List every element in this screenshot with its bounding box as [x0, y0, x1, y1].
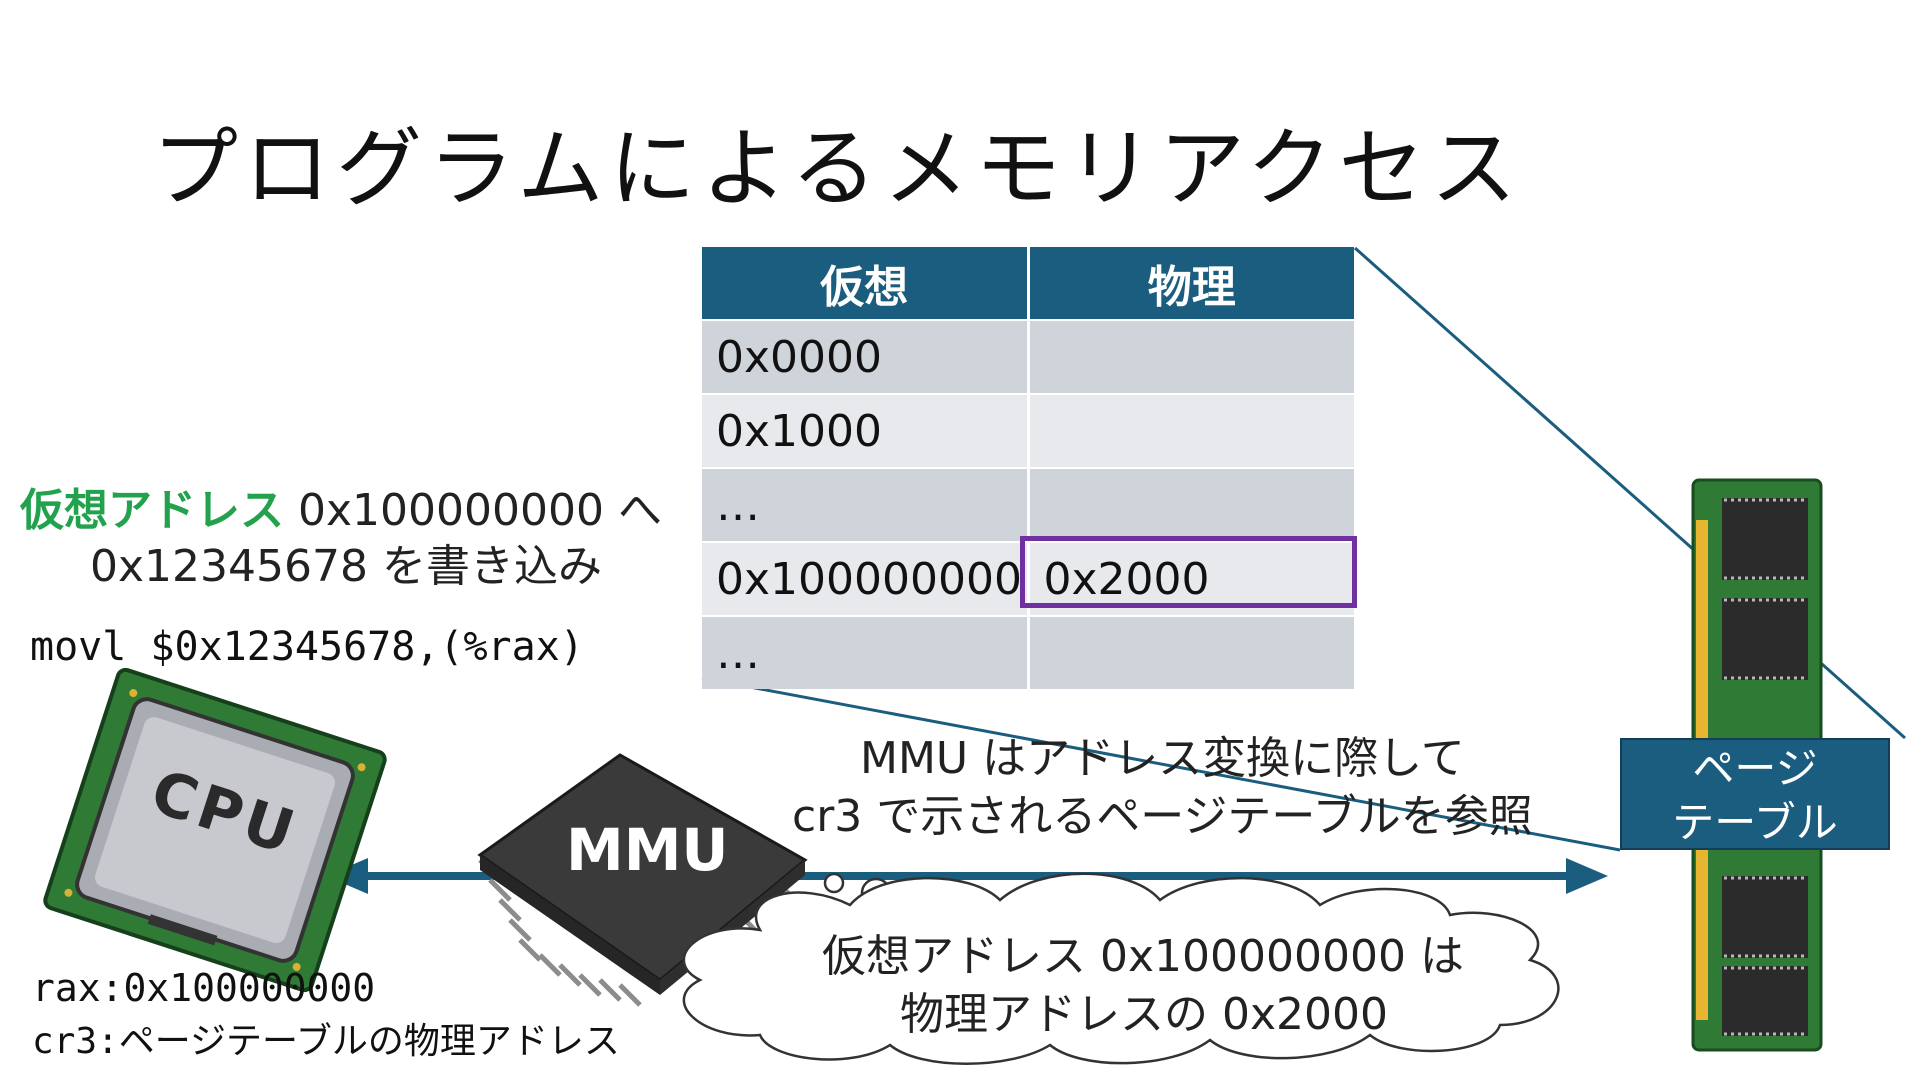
thought-cloud [682, 872, 1560, 1065]
write-caption-line2: 0x12345678 を書き込み [90, 541, 602, 592]
table-cell-physical [1028, 393, 1354, 468]
virtual-address-label: 仮想アドレス [20, 485, 284, 536]
table-row: … [702, 615, 1354, 689]
cloud-text-line1: 仮想アドレス 0x100000000 は [822, 931, 1464, 982]
table-row: … [702, 467, 1354, 542]
column-header-physical: 物理 [1028, 247, 1354, 320]
cpu-chip-icon [43, 667, 387, 993]
table-cell-virtual: … [702, 615, 1030, 689]
mmu-chip-label: MMU [566, 816, 729, 884]
table-cell-physical [1028, 467, 1354, 542]
page-table-box-line2: テーブル [1672, 798, 1838, 847]
cloud-text-line2: 物理アドレスの 0x2000 [900, 989, 1388, 1040]
rax-register-text: rax:0x100000000 [32, 966, 376, 1010]
page-table-box: ページ テーブル [1620, 738, 1890, 850]
table-row: 0x0000 [702, 319, 1354, 394]
table-row: 0x1000 [702, 393, 1354, 468]
table-cell-virtual: … [702, 467, 1030, 542]
page-table-box-line1: ページ [1692, 744, 1818, 793]
table-cell-physical [1028, 615, 1354, 689]
cr3-label: cr3: [32, 1021, 119, 1062]
table-header-row: 仮想 物理 [702, 247, 1354, 320]
highlighted-mapping-box [1020, 536, 1357, 608]
cr3-value: ページテーブルの物理アドレス [118, 1021, 620, 1062]
column-header-virtual: 仮想 [702, 247, 1030, 320]
instruction-text: movl $0x12345678,(%rax) [30, 624, 584, 670]
table-cell-virtual: 0x0000 [702, 319, 1030, 394]
page-title: プログラムによるメモリアクセス [152, 119, 1523, 219]
table-cell-virtual: 0x100000000 [702, 541, 1030, 616]
connector-line-bottom [701, 676, 1621, 852]
write-caption-line1: 仮想アドレス 0x100000000 へ [20, 474, 662, 538]
table-cell-virtual: 0x1000 [702, 393, 1030, 468]
table-cell-physical [1028, 319, 1354, 394]
mmu-note-line1: MMU はアドレス変換に際して [860, 733, 1465, 784]
mmu-note-line2: cr3 で示されるページテーブルを参照 [792, 791, 1533, 842]
page-table: 仮想 物理 0x0000 0x1000 … 0x100000000 0x2000… [702, 247, 1354, 689]
cr3-register-text: cr3:ページテーブルの物理アドレス [32, 1012, 620, 1064]
write-caption-address: 0x100000000 へ [284, 485, 662, 536]
